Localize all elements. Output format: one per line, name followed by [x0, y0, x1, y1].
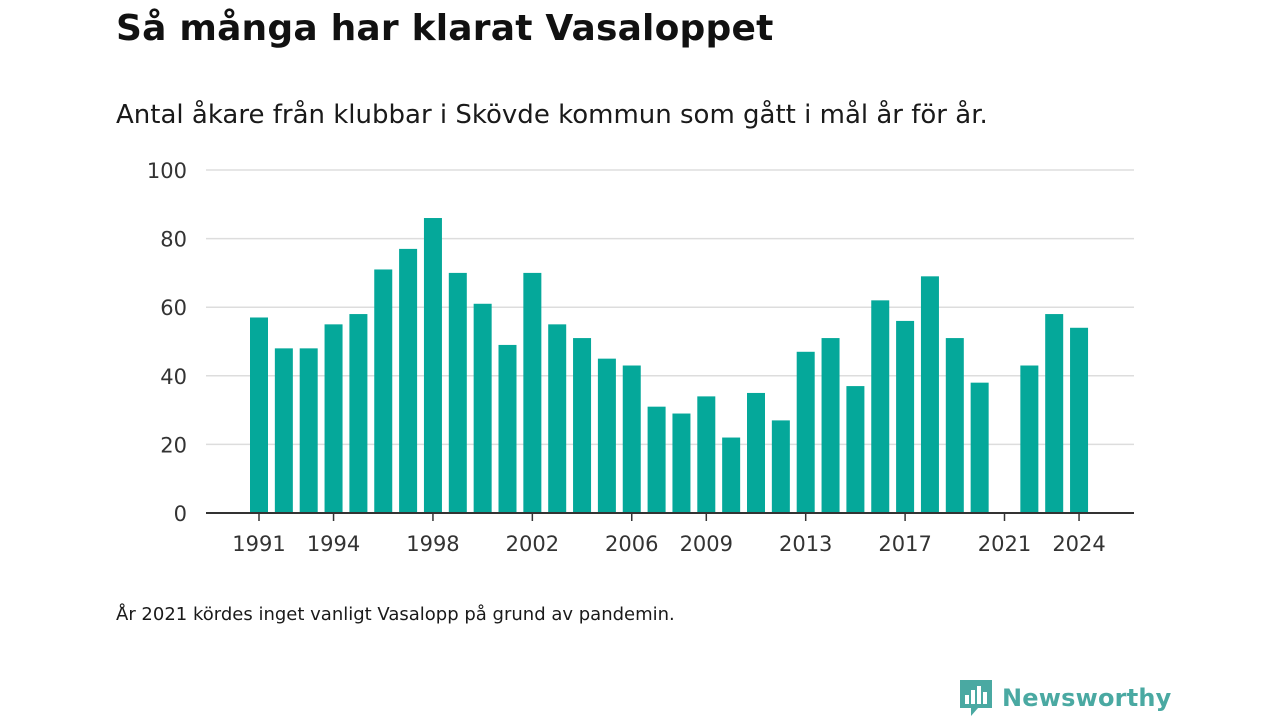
brand-name: Newsworthy: [1002, 684, 1172, 712]
bar-1995: [349, 314, 368, 513]
newsworthy-logo-icon: [960, 680, 992, 716]
brand[interactable]: Newsworthy: [958, 678, 1172, 718]
bar-2016: [871, 300, 890, 513]
bar-2013: [796, 351, 815, 513]
bar-2023: [1045, 314, 1064, 513]
bar-2011: [747, 392, 765, 513]
chart-subtitle: Antal åkare från klubbar i Skövde kommun…: [116, 100, 988, 130]
bar-2015: [846, 386, 865, 513]
bar-2005: [597, 358, 616, 513]
bar-2014: [821, 338, 840, 513]
x-tick-label: 2006: [605, 532, 658, 556]
y-tick-label: 0: [174, 502, 187, 526]
bar-1999: [448, 272, 467, 513]
bar-2010: [722, 437, 741, 513]
y-tick-label: 100: [147, 159, 187, 183]
x-tick-label: 2013: [779, 532, 832, 556]
bar-1998: [423, 218, 442, 513]
bar-1994: [324, 324, 343, 513]
bar-2004: [573, 338, 592, 513]
bar-2003: [548, 324, 567, 513]
y-tick-label: 80: [160, 228, 187, 252]
x-tick-label: 1998: [406, 532, 459, 556]
bar-2002: [523, 272, 542, 513]
x-tick-label: 2024: [1052, 532, 1105, 556]
x-tick-label: 1994: [307, 532, 360, 556]
bar-2008: [672, 413, 691, 513]
bar-2007: [647, 406, 666, 513]
footnote: År 2021 kördes inget vanligt Vasalopp på…: [116, 604, 675, 625]
bar-2001: [498, 344, 517, 513]
y-tick-label: 20: [160, 433, 187, 457]
bar-1996: [374, 269, 393, 513]
x-tick-label: 2021: [978, 532, 1031, 556]
x-tick-label: 2002: [506, 532, 559, 556]
bar-2019: [945, 338, 964, 513]
bar-1991: [250, 317, 268, 513]
bar-1992: [274, 348, 293, 513]
bar-1997: [399, 248, 418, 513]
bar-2006: [622, 365, 641, 513]
bar-2018: [920, 276, 939, 513]
x-tick-label: 1991: [232, 532, 285, 556]
chart-title: Så många har klarat Vasaloppet: [116, 8, 774, 49]
x-tick-label: 2009: [680, 532, 733, 556]
bar-2000: [473, 303, 492, 513]
bar-chart: 0 20 40 60 80 100 1991 1994 1998 2002 2006 2009 2013…: [147, 159, 1134, 556]
bar-2017: [896, 320, 915, 513]
bar-2009: [697, 396, 716, 513]
y-tick-label: 60: [160, 296, 187, 320]
bar-2012: [771, 420, 790, 513]
y-tick-label: 40: [160, 365, 187, 389]
bar-2022: [1020, 365, 1039, 513]
bar-2020: [970, 382, 989, 513]
bar-1993: [299, 348, 318, 513]
x-tick-label: 2017: [878, 532, 931, 556]
bar-2024: [1070, 327, 1089, 513]
